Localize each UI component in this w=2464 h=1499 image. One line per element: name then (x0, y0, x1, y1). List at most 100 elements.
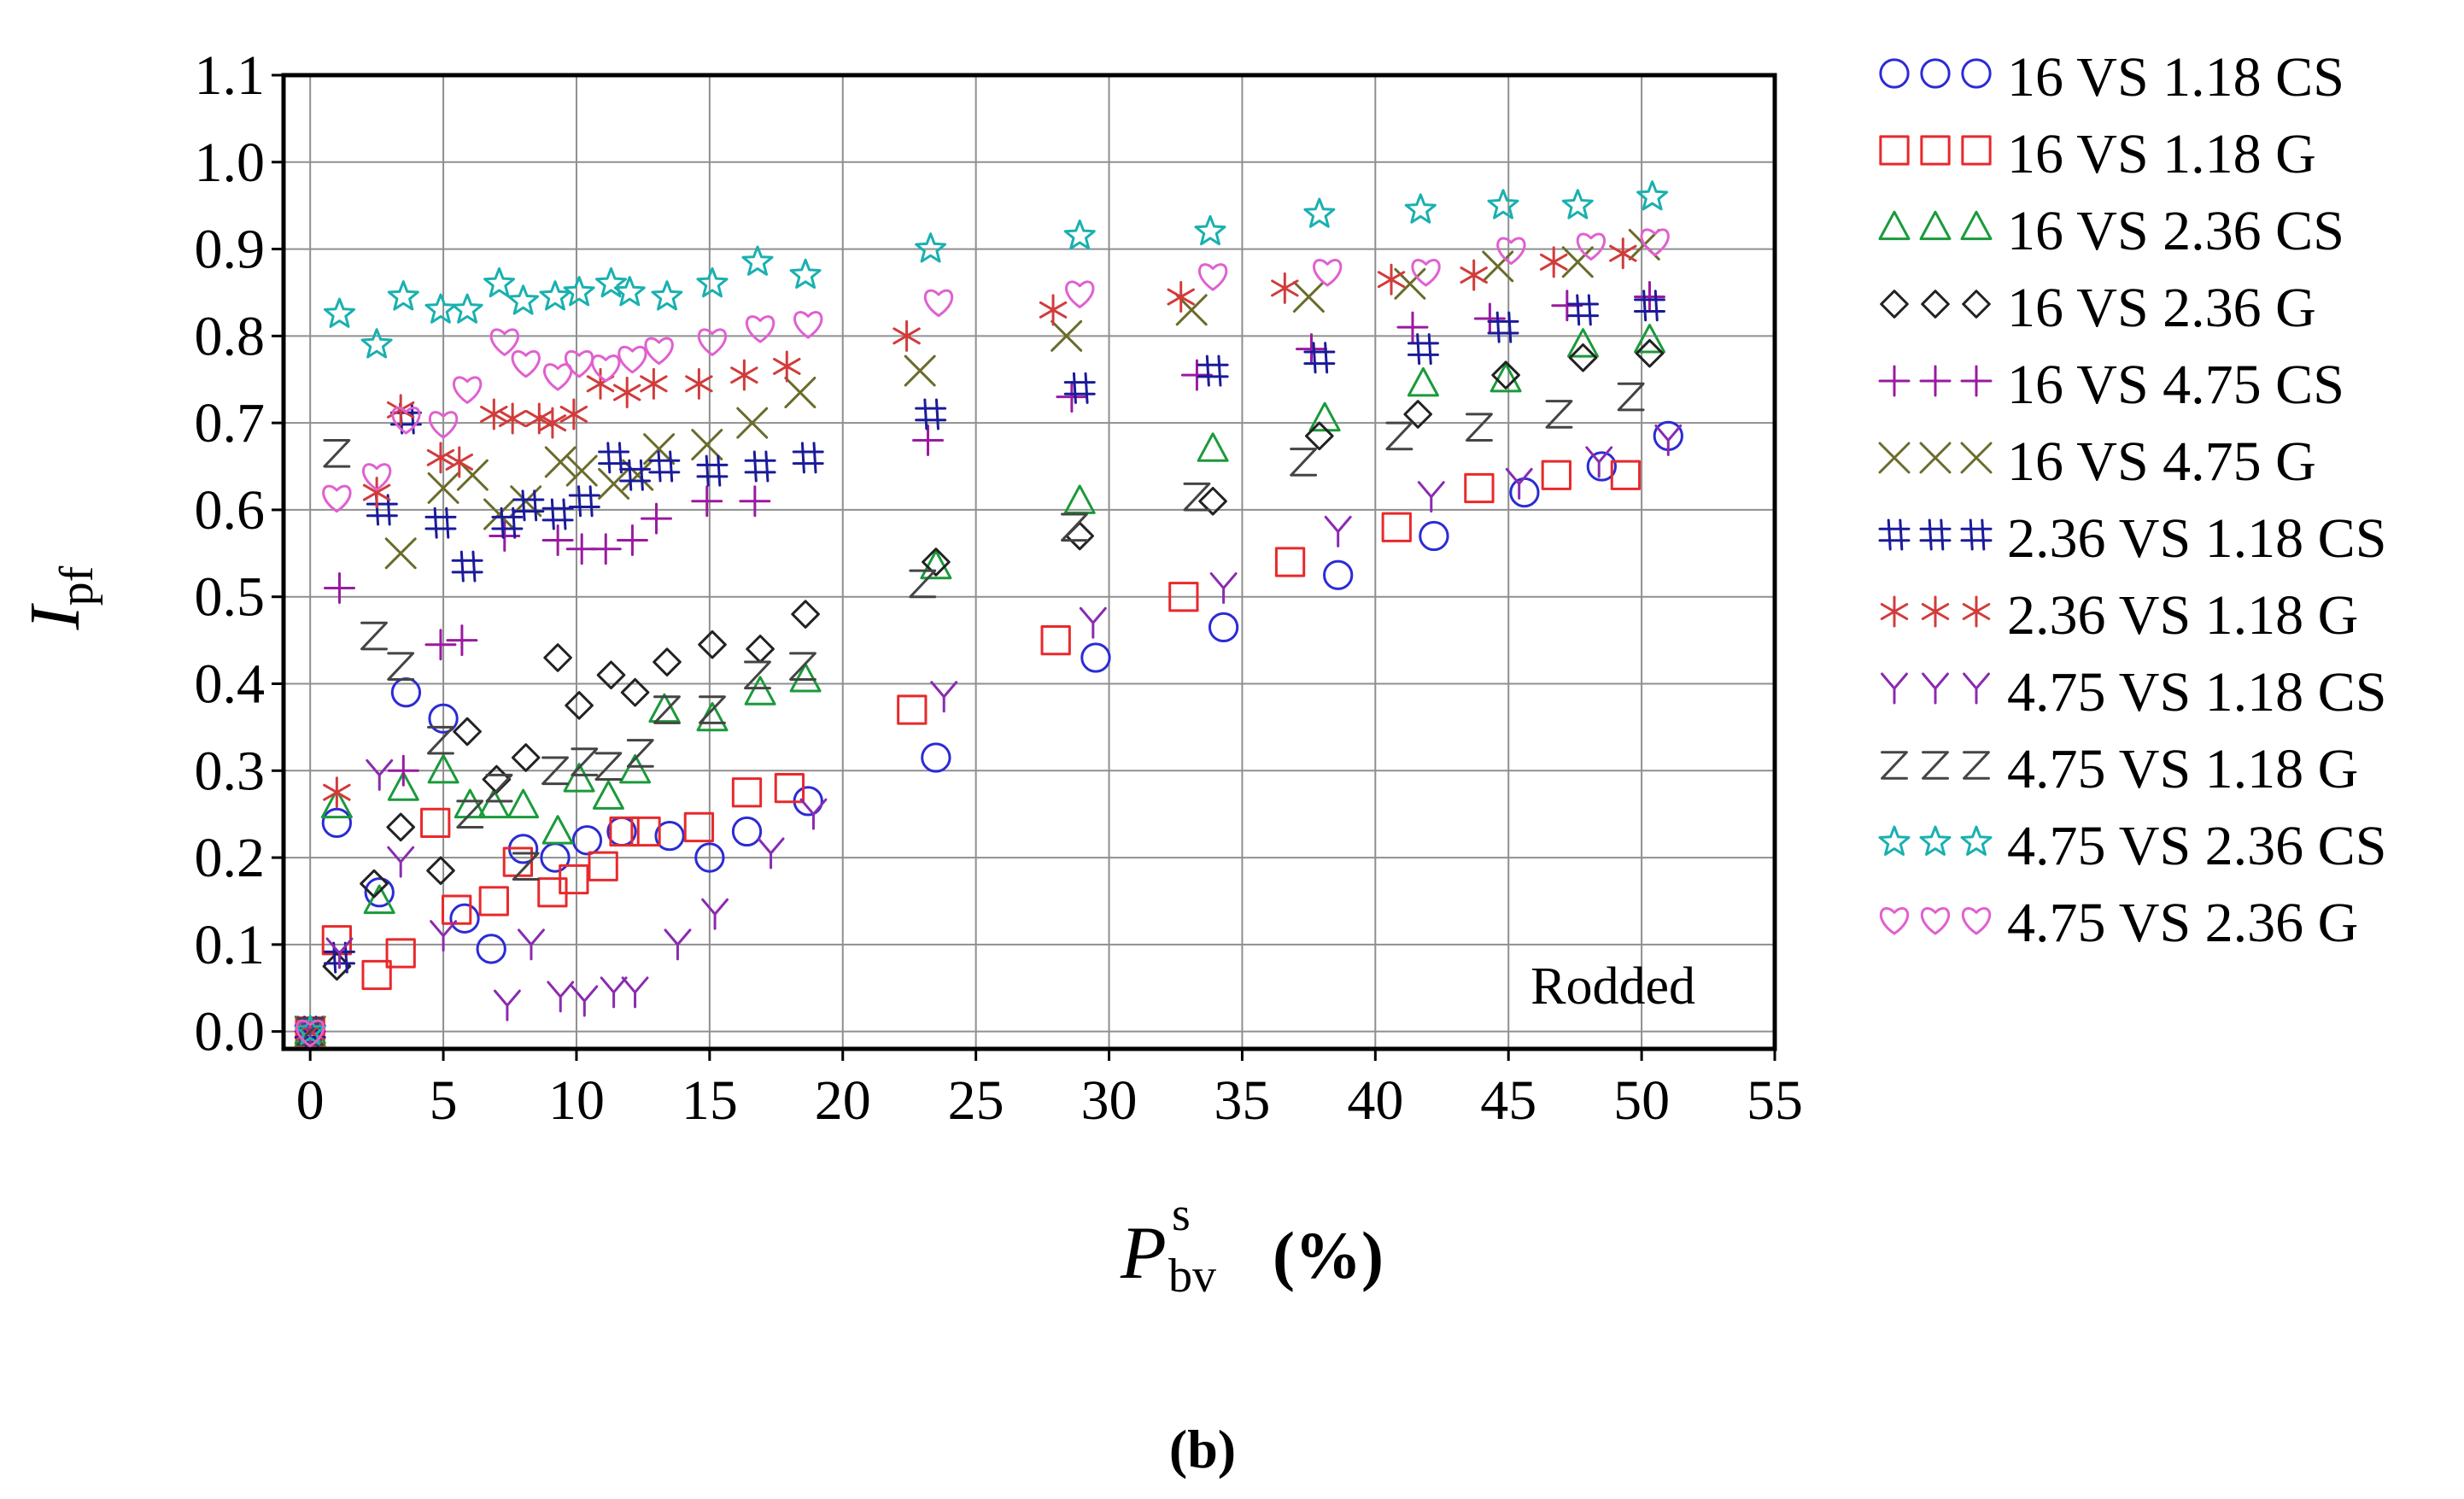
legend-marker (1881, 672, 1908, 705)
legend-label: 16 VS 1.18 CS (2007, 46, 2344, 108)
legend-marker (1879, 135, 1910, 166)
data-point (694, 842, 725, 873)
data-point (1465, 413, 1493, 442)
data-point (454, 788, 486, 819)
data-point (644, 337, 674, 366)
series-3 (294, 324, 1665, 1045)
y-tick-label: 1.1 (195, 44, 266, 107)
data-point (559, 398, 588, 430)
legend-item: 16 VS 1.18 CS (1879, 46, 2344, 108)
data-point (1585, 446, 1613, 478)
data-point (294, 1016, 326, 1048)
data-point (613, 276, 646, 307)
data-point (591, 354, 621, 383)
data-point (478, 886, 509, 916)
data-point (430, 920, 458, 952)
legend-marker (1920, 907, 1951, 935)
data-point (643, 433, 676, 466)
data-point (507, 788, 540, 819)
data-point (452, 376, 483, 404)
data-point (739, 485, 771, 518)
x-tick-label: 30 (1081, 1069, 1138, 1132)
data-point (1610, 460, 1642, 490)
x-tick-label: 0 (296, 1069, 325, 1132)
data-point (904, 354, 936, 387)
x-label-unit: (%) (1273, 1218, 1384, 1292)
data-point (321, 807, 353, 839)
data-point (1313, 259, 1343, 287)
data-point (1541, 460, 1571, 490)
data-point (923, 289, 954, 318)
data-point (498, 402, 527, 435)
data-point (1197, 354, 1229, 387)
legend-marker (1960, 518, 1993, 551)
data-point (476, 934, 506, 964)
legend-marker (1921, 290, 1950, 319)
data-point (477, 788, 510, 819)
data-point (491, 506, 524, 539)
data-point (563, 276, 595, 307)
data-point (1303, 342, 1336, 374)
data-point (1274, 547, 1306, 577)
data-point (364, 877, 395, 908)
legend-marker (1919, 210, 1952, 241)
legend-label: 16 VS 4.75 CS (2007, 354, 2344, 416)
data-point (1633, 281, 1665, 313)
x-tick-label: 40 (1347, 1069, 1403, 1132)
data-point (696, 266, 729, 298)
series-8 (296, 237, 1637, 1048)
data-point (731, 816, 763, 847)
chart-annotation: Rodded (1530, 957, 1695, 1016)
data-point (426, 856, 455, 886)
x-tick-label: 15 (682, 1069, 738, 1132)
data-point (1490, 362, 1522, 393)
data-point (616, 524, 648, 557)
data-point (507, 284, 540, 315)
data-point (1403, 400, 1432, 429)
data-point (648, 693, 681, 723)
data-point (565, 691, 594, 720)
data-point (1568, 343, 1598, 372)
data-point (1377, 263, 1406, 296)
legend-label: 16 VS 4.75 G (2007, 430, 2316, 493)
legend-marker (1962, 595, 1991, 628)
data-point (744, 660, 771, 690)
data-point (446, 624, 478, 657)
legend-marker (1960, 210, 1993, 241)
data-point (744, 450, 776, 483)
data-point (420, 807, 451, 839)
data-point (653, 695, 681, 724)
legend-label: 4.75 VS 2.36 CS (2007, 815, 2386, 877)
data-point (1168, 582, 1199, 612)
plot-area (281, 73, 1777, 1051)
data-point (1417, 481, 1445, 513)
data-point (741, 245, 774, 276)
data-point (912, 425, 945, 456)
data-point (589, 533, 622, 565)
data-point (426, 442, 455, 474)
data-point (541, 815, 574, 845)
data-point (596, 660, 626, 690)
data-point (518, 928, 545, 961)
legend-marker (1960, 825, 1993, 856)
data-point (792, 442, 824, 474)
data-point (1473, 302, 1506, 335)
data-point (385, 938, 416, 969)
x-axis-label: P s bv (%) (1120, 1188, 1384, 1303)
legend-marker (1878, 442, 1911, 474)
data-point (386, 812, 415, 842)
data-point (525, 402, 553, 435)
legend-item: 16 VS 4.75 G (1878, 430, 2316, 493)
y-tick-label: 0.7 (195, 392, 266, 454)
data-point (449, 903, 480, 934)
data-point (493, 989, 521, 1022)
data-point (893, 319, 921, 352)
data-point (571, 747, 599, 776)
data-point (730, 359, 758, 391)
data-point (626, 739, 654, 768)
data-point (296, 1019, 325, 1048)
legend-item: 16 VS 1.18 G (1879, 123, 2316, 185)
legend-marker (1919, 518, 1952, 551)
data-point (1636, 180, 1669, 211)
plot-frame (281, 73, 1777, 1051)
